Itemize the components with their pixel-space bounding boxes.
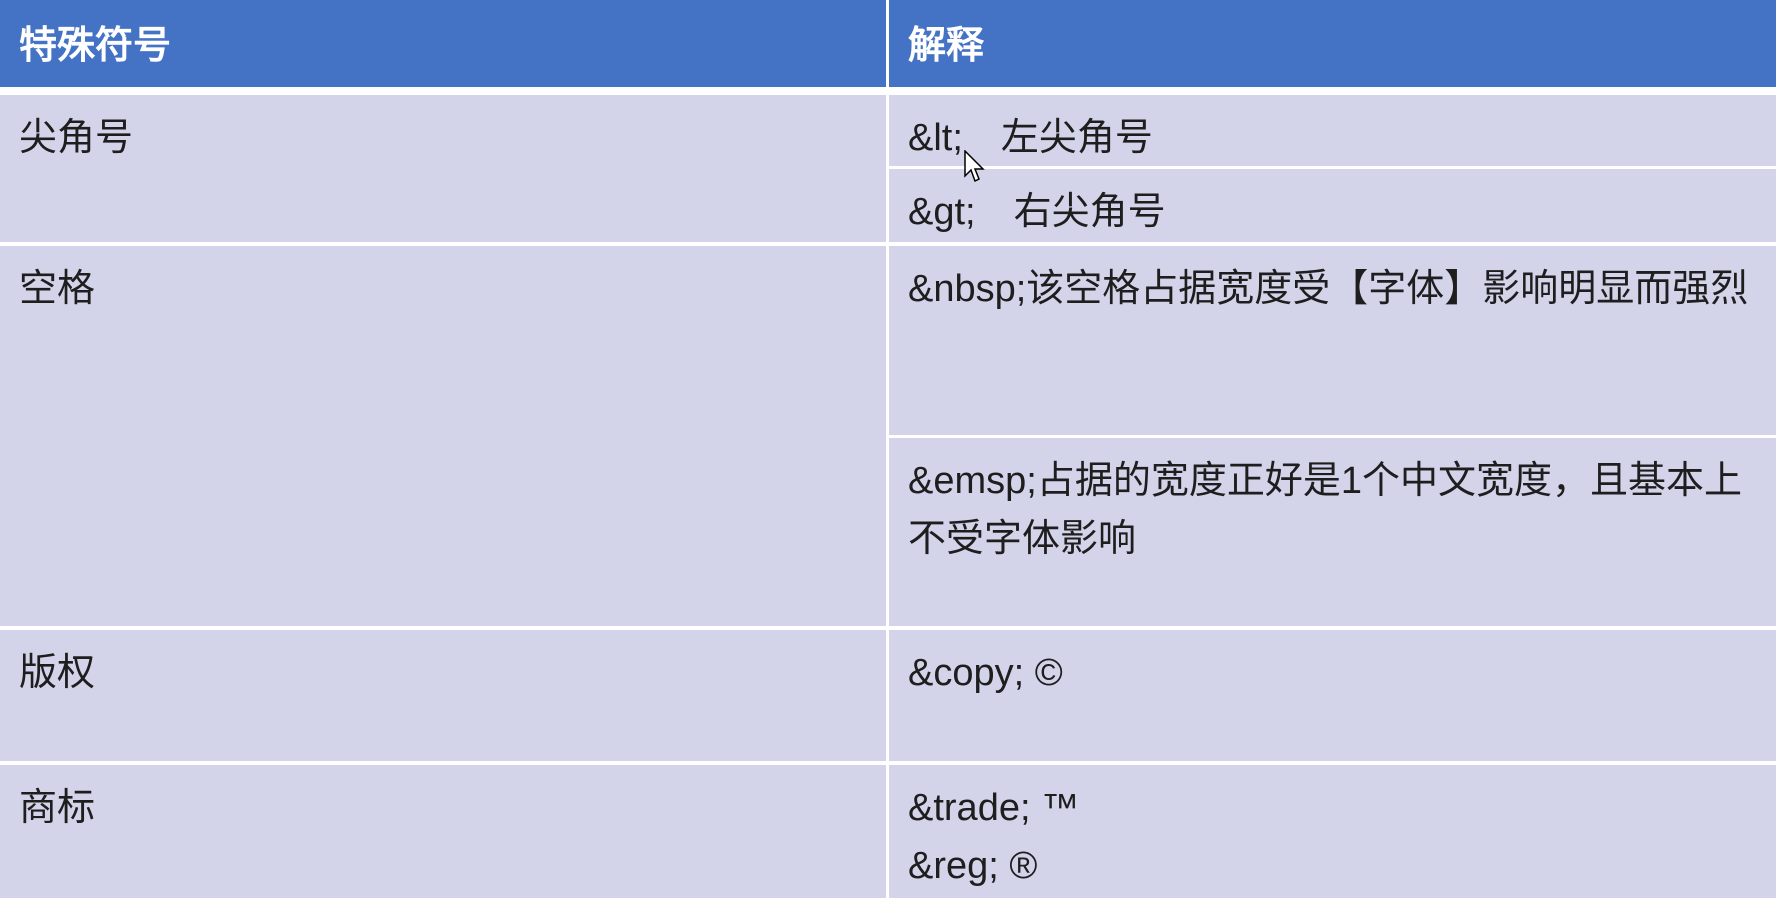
explanation-nbsp: &nbsp;该空格占据宽度受【字体】影响明显而强烈 bbox=[889, 246, 1776, 435]
header-symbol: 特殊符号 bbox=[0, 0, 886, 87]
explanation-lt: &lt; 左尖角号 bbox=[889, 95, 1776, 166]
symbol-copyright: 版权 bbox=[0, 630, 886, 761]
explanation-emsp: &emsp;占据的宽度正好是1个中文宽度，且基本上不受字体影响 bbox=[889, 438, 1776, 626]
symbol-space: 空格 bbox=[0, 246, 886, 626]
explanation-trade-reg: &trade; ™ &reg; ® bbox=[889, 765, 1776, 898]
header-explanation: 解释 bbox=[889, 0, 1776, 87]
explanation-gt: &gt; 右尖角号 bbox=[889, 169, 1776, 242]
mouse-pointer-icon bbox=[964, 150, 985, 183]
explanation-reg: &reg; ® bbox=[908, 845, 1038, 887]
explanation-copy: &copy; © bbox=[889, 630, 1776, 761]
explanation-trade: &trade; ™ bbox=[908, 787, 1080, 829]
symbol-angle-brackets: 尖角号 bbox=[0, 95, 886, 242]
symbol-trademark: 商标 bbox=[0, 765, 886, 898]
